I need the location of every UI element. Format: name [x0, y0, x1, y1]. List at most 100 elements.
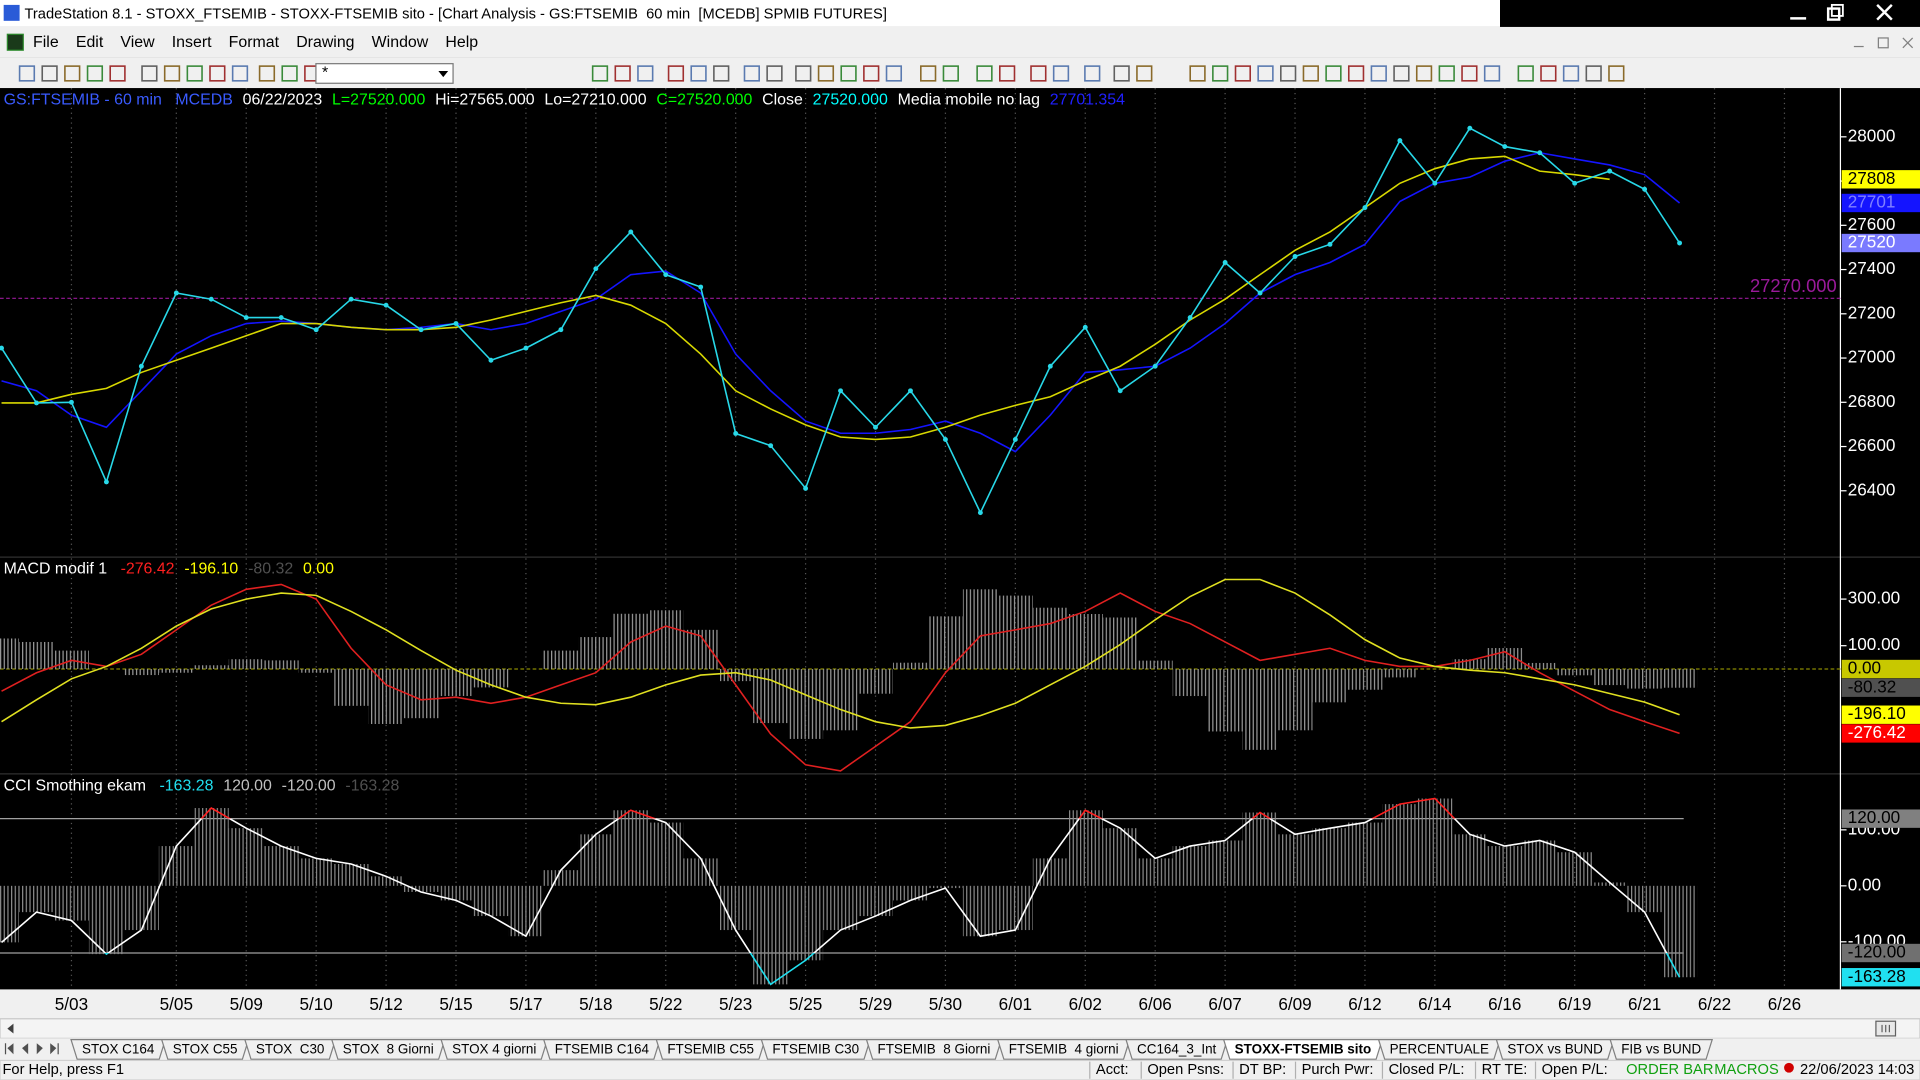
toolbar-button[interactable]	[1189, 65, 1206, 82]
tab-shape[interactable]	[1125, 1038, 1229, 1060]
tab-label[interactable]: FTSEMIB C30	[772, 1042, 859, 1057]
menu-item[interactable]: Window	[372, 34, 429, 51]
toolbar-button[interactable]	[1370, 65, 1387, 82]
tab-shape[interactable]	[996, 1038, 1131, 1060]
sheet-tab[interactable]: CC164_3_Int	[1125, 1038, 1229, 1060]
toolbar-button[interactable]	[1257, 65, 1274, 82]
toolbar-button[interactable]	[743, 65, 760, 82]
toolbar-button[interactable]	[885, 65, 903, 82]
toolbar-button[interactable]	[1517, 65, 1534, 82]
tab-label[interactable]: STOX 8 Giorni	[343, 1042, 434, 1057]
tab-label[interactable]: STOX C55	[173, 1042, 238, 1057]
toolbar-button[interactable]	[840, 65, 857, 82]
tab-shape[interactable]	[655, 1038, 766, 1060]
toolbar-button[interactable]	[637, 65, 654, 82]
toolbar-button[interactable]	[18, 65, 36, 82]
toolbar-button[interactable]	[591, 65, 609, 82]
menu-item[interactable]: Help	[445, 34, 478, 51]
menu-item[interactable]: Drawing	[296, 34, 354, 51]
toolbar-button[interactable]	[163, 65, 181, 82]
toolbar-button[interactable]	[141, 65, 158, 82]
toolbar-button[interactable]	[1347, 65, 1365, 82]
toolbar-button[interactable]	[690, 65, 707, 82]
toolbar-button[interactable]	[1438, 65, 1455, 82]
toolbar-button[interactable]	[1562, 65, 1580, 82]
menu-item[interactable]: File	[33, 34, 59, 51]
toolbar-button[interactable]	[1212, 65, 1229, 82]
window-close[interactable]	[1876, 4, 1893, 21]
tab-label[interactable]: STOXX-FTSEMIB sito	[1235, 1042, 1372, 1057]
mdi-buttons[interactable]	[1853, 37, 1914, 49]
toolbar-button[interactable]	[795, 65, 812, 82]
toolbar-button[interactable]	[942, 65, 959, 82]
toolbar-button[interactable]	[920, 65, 937, 82]
sheet-tab[interactable]: STOX C30	[244, 1038, 337, 1060]
toolbar-button[interactable]	[713, 65, 730, 82]
sheet-tab[interactable]: FTSEMIB 8 Giorni	[865, 1038, 1003, 1060]
tab-shape[interactable]	[330, 1038, 446, 1060]
toolbar-button[interactable]	[109, 65, 126, 82]
scroll-thumb[interactable]	[1875, 1020, 1897, 1037]
toolbar-button[interactable]	[1483, 65, 1501, 82]
toolbar-button[interactable]	[1136, 65, 1153, 82]
sheet-tab[interactable]: STOX C164	[70, 1038, 167, 1060]
toolbar-button[interactable]	[614, 65, 631, 82]
scroll-left[interactable]	[7, 1023, 14, 1034]
menu-item[interactable]: Format	[229, 34, 280, 51]
tab-shape[interactable]	[1222, 1038, 1384, 1060]
sheet-tab[interactable]: FTSEMIB C55	[655, 1038, 766, 1060]
tab-label[interactable]: FTSEMIB C164	[555, 1042, 650, 1057]
toolbar-button[interactable]	[667, 65, 685, 82]
toolbar-button[interactable]	[1084, 65, 1101, 82]
menu-item[interactable]: Edit	[76, 34, 104, 51]
sheet-tab[interactable]: STOX 8 Giorni	[330, 1038, 446, 1060]
toolbar-button[interactable]	[86, 65, 104, 82]
menu-item[interactable]: View	[120, 34, 155, 51]
tab-shape[interactable]	[1609, 1038, 1714, 1060]
toolbar-button[interactable]	[1325, 65, 1342, 82]
toolbar-button[interactable]	[1052, 65, 1070, 82]
tab-label[interactable]: STOX 4 giorni	[452, 1042, 536, 1057]
toolbar-button[interactable]	[999, 65, 1016, 82]
toolbar-button[interactable]	[41, 65, 58, 82]
toolbar-button[interactable]	[976, 65, 993, 82]
tab-shape[interactable]	[244, 1038, 337, 1060]
tab-shape[interactable]	[160, 1038, 250, 1060]
sheet-tab[interactable]: STOX vs BUND	[1495, 1038, 1615, 1060]
tab-shape[interactable]	[542, 1038, 661, 1060]
tab-shape[interactable]	[440, 1038, 549, 1060]
window-restore[interactable]	[1826, 3, 1844, 21]
sheet-tab[interactable]: FIB vs BUND	[1609, 1038, 1714, 1060]
toolbar-button[interactable]	[1113, 65, 1130, 82]
toolbar-button[interactable]	[1030, 65, 1047, 82]
toolbar-button[interactable]	[863, 65, 880, 82]
tab-shape[interactable]	[865, 1038, 1003, 1060]
menu-item[interactable]: Insert	[172, 34, 212, 51]
toolbar-button[interactable]	[1393, 65, 1410, 82]
tab-label[interactable]: CC164_3_Int	[1137, 1042, 1217, 1057]
tab-label[interactable]: FIB vs BUND	[1621, 1042, 1701, 1057]
toolbar-button[interactable]	[1461, 65, 1478, 82]
tab-shape[interactable]	[1377, 1038, 1501, 1060]
sheet-tab[interactable]: FTSEMIB C30	[760, 1038, 871, 1060]
toolbar-button[interactable]	[258, 65, 276, 82]
sheet-tab[interactable]: STOX C55	[160, 1038, 250, 1060]
tab-shape[interactable]	[760, 1038, 871, 1060]
status-indicator[interactable]: MACROS	[1714, 1062, 1779, 1078]
sheet-tab[interactable]: FTSEMIB 4 giorni	[996, 1038, 1131, 1060]
tab-shape[interactable]	[1495, 1038, 1615, 1060]
toolbar-button[interactable]	[1280, 65, 1297, 82]
tab-label[interactable]: FTSEMIB 8 Giorni	[877, 1042, 990, 1057]
tab-label[interactable]: PERCENTUALE	[1390, 1042, 1489, 1057]
toolbar-button[interactable]	[1608, 65, 1625, 82]
toolbar-button[interactable]	[1415, 65, 1433, 82]
tab-label[interactable]: STOX C164	[82, 1042, 155, 1057]
horizontal-scrollbar[interactable]	[0, 1018, 1920, 1039]
toolbar-button[interactable]	[766, 65, 783, 82]
status-indicator[interactable]: ORDER BAR	[1626, 1062, 1713, 1078]
sheet-tab[interactable]: PERCENTUALE	[1377, 1038, 1501, 1060]
toolbar-button[interactable]	[1302, 65, 1319, 82]
toolbar-combo[interactable]	[315, 63, 454, 84]
toolbar-button[interactable]	[1585, 65, 1602, 82]
toolbar-button[interactable]	[231, 65, 249, 82]
